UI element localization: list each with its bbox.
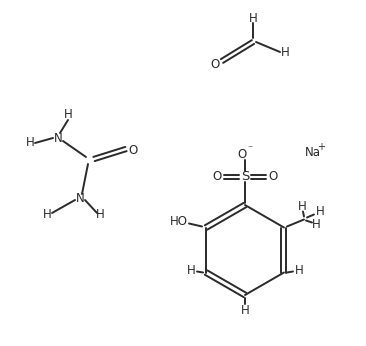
Text: H: H <box>64 109 72 121</box>
Text: H: H <box>298 200 306 213</box>
Text: H: H <box>240 303 249 317</box>
Text: ⁻: ⁻ <box>247 144 253 154</box>
Text: H: H <box>26 137 34 149</box>
Text: N: N <box>76 191 85 204</box>
Text: H: H <box>96 209 104 221</box>
Text: O: O <box>210 58 220 72</box>
Text: H: H <box>249 11 257 25</box>
Text: O: O <box>128 144 138 156</box>
Text: Na: Na <box>305 146 321 158</box>
Text: H: H <box>311 218 320 231</box>
Text: H: H <box>295 264 303 277</box>
Text: H: H <box>315 205 324 218</box>
Text: S: S <box>241 171 249 183</box>
Text: O: O <box>268 171 278 183</box>
Text: HO: HO <box>170 215 188 228</box>
Text: O: O <box>238 147 247 161</box>
Text: H: H <box>281 46 290 58</box>
Text: O: O <box>212 171 222 183</box>
Text: +: + <box>317 142 325 152</box>
Text: H: H <box>42 209 51 221</box>
Text: H: H <box>187 264 195 277</box>
Text: N: N <box>54 131 62 145</box>
